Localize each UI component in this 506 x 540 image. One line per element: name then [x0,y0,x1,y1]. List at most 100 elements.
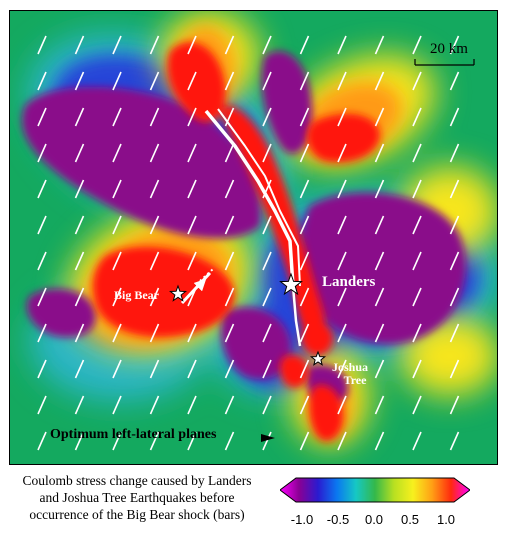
plane-tick [74,323,85,343]
plane-tick [374,179,385,199]
plane-tick [112,35,122,55]
plane-tick [187,251,197,271]
plane-tick [187,107,197,127]
plane-tick [112,323,122,343]
plane-tick [224,143,235,163]
figure-caption: Coulomb stress change caused by Landers … [6,472,268,523]
plane-tick [224,71,235,91]
plane-tick [112,215,122,235]
plane-tick [74,143,85,163]
plane-tick [149,323,160,343]
plane-tick [449,71,460,91]
plane-tick [374,251,385,271]
plane-tick [37,71,47,91]
plane-tick [74,431,85,451]
plane-tick [337,359,347,379]
plane-tick [374,395,385,415]
plane-tick [412,215,422,235]
scale-bar [414,59,475,66]
plane-tick [412,71,422,91]
plane-tick [299,287,310,307]
plane-tick [449,431,460,451]
plane-tick [299,323,310,343]
plane-tick [299,395,310,415]
plane-tick [37,107,47,127]
plane-tick [149,359,160,379]
plane-tick [449,107,460,127]
plane-tick [412,431,422,451]
plane-tick [74,359,85,379]
plane-tick [224,359,235,379]
plane-tick [412,395,422,415]
plane-tick [37,35,47,55]
colorbar-tick-label: 1.0 [436,512,456,527]
plane-tick [74,287,85,307]
plane-tick [412,143,422,163]
plane-tick [337,107,347,127]
plane-tick [149,143,160,163]
colorbar-tick-label: 0.0 [364,512,384,527]
plane-tick [299,107,310,127]
plane-tick [112,71,122,91]
plane-tick [224,251,235,271]
plane-tick [37,251,47,271]
plane-tick [149,251,160,271]
plane-tick [149,215,160,235]
plane-tick [337,251,347,271]
plane-tick [112,107,122,127]
plane-tick [449,179,460,199]
big-bear-label: Big Bear [114,288,159,302]
plane-tick [262,251,272,271]
plane-tick [262,71,272,91]
plane-tick [262,35,272,55]
plane-tick [112,395,122,415]
plane-tick [412,107,422,127]
plane-tick [337,215,347,235]
plane-tick [449,395,460,415]
colorbar-gradient [279,477,471,503]
plane-tick [149,287,160,307]
plane-tick [37,287,47,307]
plane-tick [374,359,385,379]
plane-tick [187,359,197,379]
plane-tick [187,71,197,91]
plane-tick [112,251,122,271]
plane-tick [449,35,460,55]
plane-tick [374,71,385,91]
plane-tick [374,107,385,127]
plane-tick [224,395,235,415]
plane-tick [187,179,197,199]
plane-tick [112,359,122,379]
plane-tick [374,143,385,163]
plane-tick [262,287,272,307]
plane-tick [449,143,460,163]
plane-tick [224,287,235,307]
plane-tick [262,215,272,235]
colorbar [279,476,471,504]
coulomb-stress-map: 20 km Landers Big Bear Joshua Tree Optim… [9,10,498,465]
plane-tick [37,359,47,379]
plane-tick [149,395,160,415]
plane-tick [262,431,272,451]
landers-epicenter-star [279,272,303,296]
plane-tick [262,359,272,379]
plane-tick [337,395,347,415]
plane-tick [262,323,272,343]
big-bear-slip-arrow [189,278,207,296]
plane-tick [337,71,347,91]
caption-line-3: occurrence of the Big Bear shock (bars) [29,507,245,522]
plane-tick [149,71,160,91]
plane-tick [74,71,85,91]
stress-field [10,11,497,464]
stress-shadow-lobes [22,51,466,405]
plane-tick [149,431,160,451]
plane-tick [412,359,422,379]
caption-line-2: and Joshua Tree Earthquakes before [39,490,235,505]
plane-tick [74,395,85,415]
plane-tick [299,359,310,379]
joshua-tree-epicenter-star [309,350,327,366]
plane-tick [299,35,310,55]
plane-tick [187,395,197,415]
plane-tick [112,287,122,307]
plane-tick [299,179,310,199]
